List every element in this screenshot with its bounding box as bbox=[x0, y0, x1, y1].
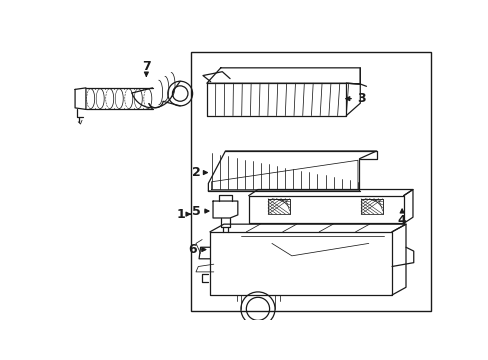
Text: 3: 3 bbox=[357, 92, 366, 105]
Text: 5: 5 bbox=[191, 204, 200, 217]
Text: 7: 7 bbox=[142, 60, 150, 73]
Text: 4: 4 bbox=[397, 214, 406, 227]
Text: 1: 1 bbox=[177, 208, 185, 221]
Text: 6: 6 bbox=[188, 243, 197, 256]
Bar bbox=[191, 53, 430, 311]
Text: 2: 2 bbox=[191, 166, 200, 179]
